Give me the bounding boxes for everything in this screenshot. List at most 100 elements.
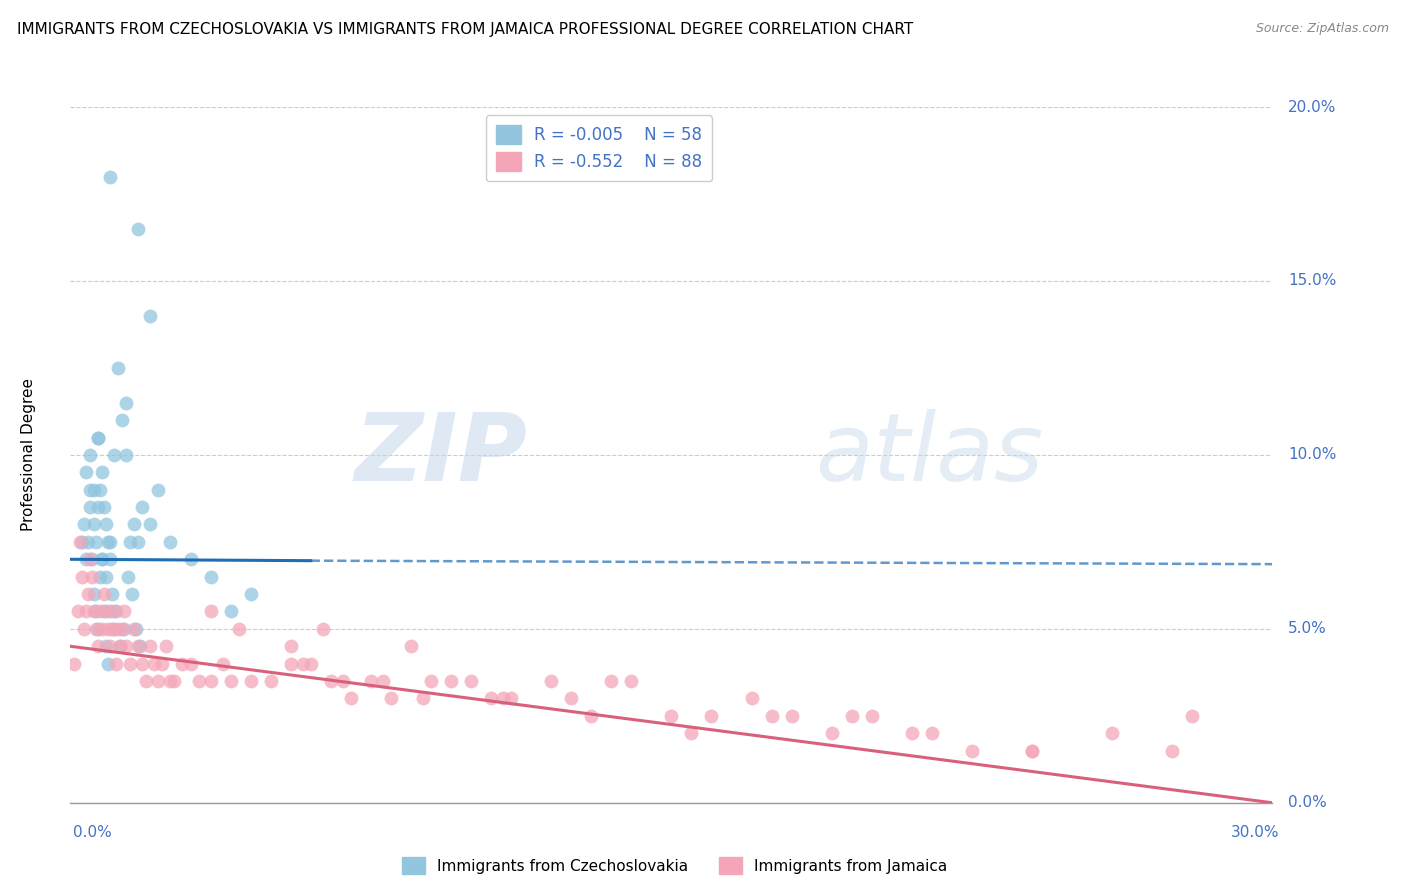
Point — [492, 691, 515, 706]
Text: atlas: atlas — [815, 409, 1043, 500]
Point — [135, 674, 157, 689]
Point — [371, 674, 394, 689]
Legend: R = -0.005    N = 58, R = -0.552    N = 88: R = -0.005 N = 58, R = -0.552 N = 88 — [486, 115, 713, 181]
Point — [460, 674, 482, 689]
Point — [1101, 726, 1123, 740]
Text: 5.0%: 5.0% — [1288, 622, 1327, 636]
Point — [901, 726, 924, 740]
Point — [73, 622, 96, 636]
Point — [82, 570, 104, 584]
Point — [96, 605, 118, 619]
Text: 0.0%: 0.0% — [73, 825, 112, 840]
Point — [479, 691, 502, 706]
Point — [124, 622, 146, 636]
Point — [131, 500, 153, 514]
Point — [83, 517, 105, 532]
Point — [120, 534, 142, 549]
Point — [87, 430, 110, 444]
Point — [159, 534, 181, 549]
Point — [117, 570, 139, 584]
Point — [280, 657, 302, 671]
Point — [228, 622, 250, 636]
Point — [98, 605, 122, 619]
Point — [332, 674, 354, 689]
Point — [97, 622, 120, 636]
Point — [155, 639, 177, 653]
Point — [115, 639, 138, 653]
Point — [83, 605, 105, 619]
Point — [112, 605, 135, 619]
Point — [63, 657, 86, 671]
Point — [103, 605, 125, 619]
Point — [87, 430, 110, 444]
Point — [741, 691, 763, 706]
Point — [620, 674, 643, 689]
Text: 30.0%: 30.0% — [1232, 825, 1279, 840]
Point — [163, 674, 186, 689]
Point — [75, 466, 97, 480]
Point — [87, 622, 110, 636]
Point — [96, 570, 118, 584]
Point — [110, 639, 132, 653]
Point — [1181, 708, 1204, 723]
Point — [77, 534, 100, 549]
Point — [159, 674, 181, 689]
Point — [540, 674, 562, 689]
Point — [97, 534, 120, 549]
Point — [75, 605, 97, 619]
Point — [69, 534, 91, 549]
Text: Professional Degree: Professional Degree — [21, 378, 35, 532]
Point — [125, 622, 148, 636]
Point — [360, 674, 382, 689]
Point — [172, 657, 194, 671]
Text: 10.0%: 10.0% — [1288, 448, 1336, 462]
Point — [105, 657, 128, 671]
Point — [79, 483, 101, 497]
Point — [200, 605, 222, 619]
Point — [380, 691, 402, 706]
Point — [72, 570, 94, 584]
Point — [180, 552, 202, 566]
Point — [120, 657, 142, 671]
Point — [1021, 744, 1043, 758]
Point — [412, 691, 434, 706]
Point — [86, 605, 108, 619]
Point — [600, 674, 623, 689]
Point — [121, 587, 143, 601]
Point — [101, 587, 124, 601]
Point — [501, 691, 523, 706]
Point — [72, 534, 94, 549]
Point — [1021, 744, 1043, 758]
Point — [107, 360, 129, 375]
Point — [399, 639, 422, 653]
Point — [101, 622, 124, 636]
Legend: Immigrants from Czechoslovakia, Immigrants from Jamaica: Immigrants from Czechoslovakia, Immigran… — [396, 851, 953, 880]
Point — [129, 639, 152, 653]
Point — [148, 674, 170, 689]
Point — [89, 605, 111, 619]
Point — [139, 517, 162, 532]
Point — [143, 657, 166, 671]
Point — [98, 639, 122, 653]
Point — [200, 570, 222, 584]
Point — [89, 570, 111, 584]
Point — [340, 691, 363, 706]
Point — [105, 605, 128, 619]
Point — [86, 534, 108, 549]
Point — [139, 309, 162, 323]
Point — [96, 639, 118, 653]
Point — [107, 622, 129, 636]
Text: 0.0%: 0.0% — [1288, 796, 1327, 810]
Point — [112, 622, 135, 636]
Point — [93, 587, 115, 601]
Point — [89, 483, 111, 497]
Point — [98, 552, 122, 566]
Point — [97, 657, 120, 671]
Text: 20.0%: 20.0% — [1288, 100, 1336, 114]
Point — [110, 639, 132, 653]
Point — [93, 500, 115, 514]
Point — [91, 466, 114, 480]
Point — [86, 622, 108, 636]
Point — [82, 552, 104, 566]
Point — [124, 517, 146, 532]
